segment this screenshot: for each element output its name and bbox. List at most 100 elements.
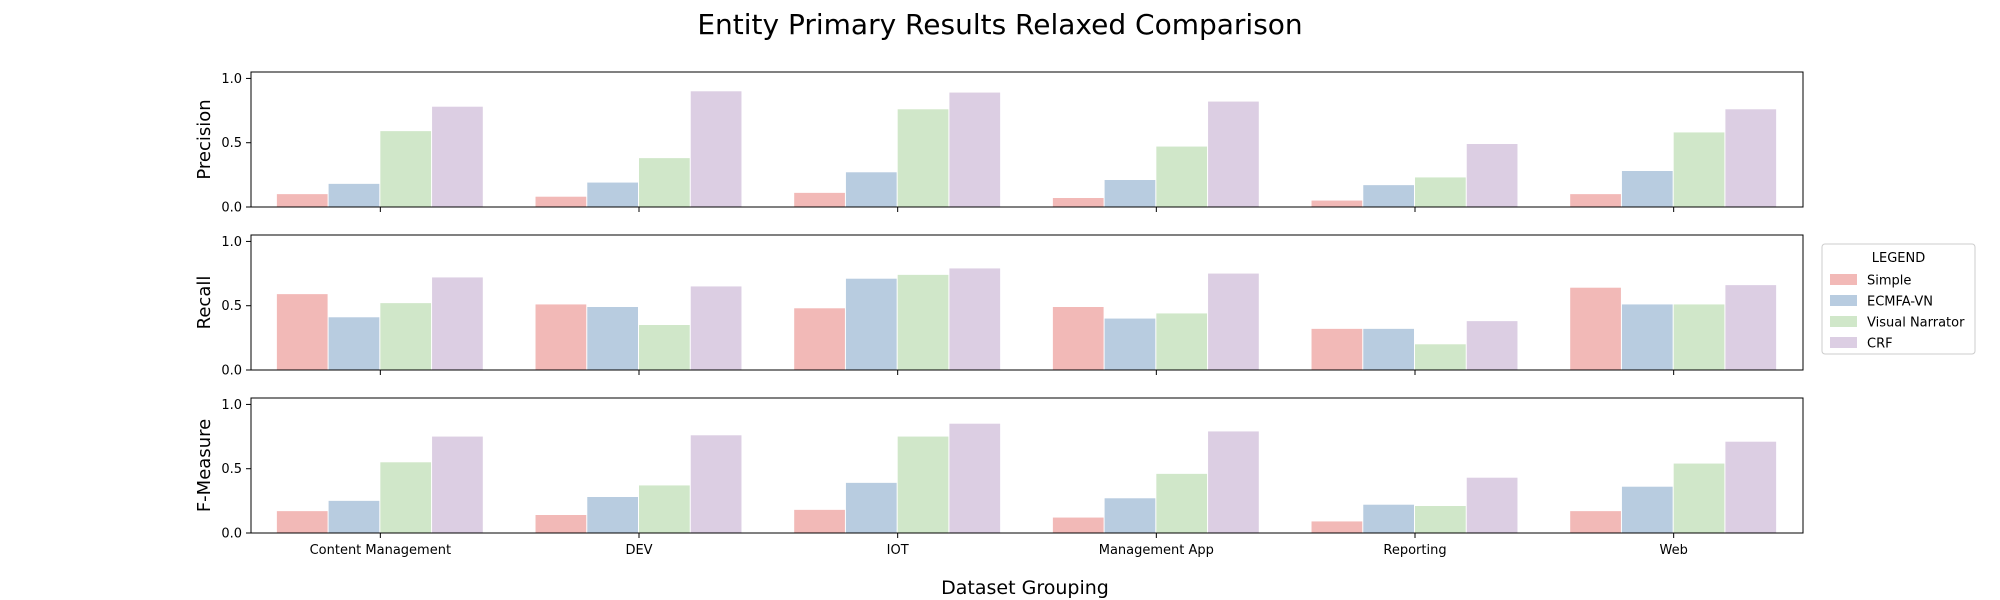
bar-simple-iot xyxy=(794,308,845,370)
x-tick-label: Web xyxy=(1659,543,1687,558)
y-tick-label: 1.0 xyxy=(221,398,242,413)
legend-title: LEGEND xyxy=(1872,251,1925,266)
bar-crf-reporting xyxy=(1466,477,1518,533)
bar-simple-reporting xyxy=(1311,521,1363,533)
bar-ecmfa-vn-iot xyxy=(845,172,897,207)
bar-visual-narrator-web xyxy=(1673,304,1725,370)
bar-simple-content-management xyxy=(276,294,328,370)
bar-visual-narrator-reporting xyxy=(1415,344,1466,370)
bar-ecmfa-vn-web xyxy=(1621,304,1673,370)
x-tick-label: Content Management xyxy=(310,543,451,558)
legend-box xyxy=(1821,243,1976,355)
bar-crf-dev xyxy=(690,435,742,533)
bar-simple-reporting xyxy=(1311,200,1363,207)
bar-simple-web xyxy=(1570,287,1621,370)
bar-visual-narrator-content-management xyxy=(380,462,432,533)
bar-crf-iot xyxy=(949,268,1001,370)
x-tick-label: Management App xyxy=(1099,543,1214,558)
subplot-f-measure: 0.0 0.5 1.0 Content Management DEV IOT Managem… xyxy=(194,397,1804,558)
bar-simple-iot xyxy=(794,509,845,533)
bar-simple-web xyxy=(1570,194,1621,207)
y-tick-label: 0.0 xyxy=(221,201,242,216)
bar-crf-web xyxy=(1725,109,1777,207)
bar-visual-narrator-reporting xyxy=(1415,506,1466,533)
bar-visual-narrator-management-app xyxy=(1156,473,1208,533)
bar-crf-iot xyxy=(949,423,1001,533)
bar-ecmfa-vn-dev xyxy=(587,307,638,370)
x-tick-label: Reporting xyxy=(1383,543,1446,558)
y-axis-label: Precision xyxy=(194,99,215,179)
bar-crf-content-management xyxy=(432,277,483,370)
legend-swatch xyxy=(1830,337,1857,348)
y-tick-label: 0.5 xyxy=(221,136,242,151)
bar-ecmfa-vn-management-app xyxy=(1104,498,1156,533)
chart-title: Entity Primary Results Relaxed Compariso… xyxy=(697,8,1302,41)
bar-crf-content-management xyxy=(432,436,483,533)
bar-visual-narrator-dev xyxy=(639,325,690,370)
bar-ecmfa-vn-content-management xyxy=(328,183,380,207)
y-axis-label: Recall xyxy=(194,276,215,330)
bar-visual-narrator-web xyxy=(1673,463,1725,533)
bar-simple-content-management xyxy=(276,194,328,207)
bar-simple-content-management xyxy=(276,511,328,533)
axes-frame xyxy=(250,397,1804,534)
bar-ecmfa-vn-dev xyxy=(587,497,638,533)
bar-ecmfa-vn-content-management xyxy=(328,317,380,370)
legend-swatch xyxy=(1830,274,1857,285)
bar-ecmfa-vn-reporting xyxy=(1363,185,1414,207)
bar-simple-dev xyxy=(535,515,587,533)
bar-crf-dev xyxy=(690,286,742,370)
bar-visual-narrator-dev xyxy=(639,485,690,533)
y-tick-label: 0.0 xyxy=(221,527,242,542)
bar-crf-management-app xyxy=(1208,431,1259,533)
legend-entry-label: Simple xyxy=(1867,274,1911,289)
legend-entry-label: ECMFA-VN xyxy=(1867,295,1933,310)
bar-crf-reporting xyxy=(1466,144,1518,207)
bar-simple-web xyxy=(1570,511,1621,533)
y-tick-label: 0.5 xyxy=(221,299,242,314)
bar-visual-narrator-content-management xyxy=(380,303,432,370)
bar-simple-iot xyxy=(794,192,845,207)
axes-frame xyxy=(250,234,1804,371)
bar-crf-web xyxy=(1725,285,1777,370)
y-tick-label: 1.0 xyxy=(221,235,242,250)
legend: LEGEND Simple ECMFA-VN Visual Narrator CRF xyxy=(1821,243,1976,355)
y-tick-label: 1.0 xyxy=(221,72,242,87)
bar-ecmfa-vn-reporting xyxy=(1363,504,1414,533)
axes-frame xyxy=(250,71,1804,208)
bar-crf-dev xyxy=(690,91,742,207)
bar-crf-reporting xyxy=(1466,321,1518,370)
bar-visual-narrator-dev xyxy=(639,158,690,207)
y-axis-label: F-Measure xyxy=(194,419,215,512)
legend-swatch xyxy=(1830,316,1857,327)
bar-ecmfa-vn-reporting xyxy=(1363,328,1414,370)
subplot-recall: 0.0 0.5 1.0 Recall xyxy=(194,234,1804,379)
bar-ecmfa-vn-dev xyxy=(587,182,638,207)
bar-visual-narrator-management-app xyxy=(1156,146,1208,207)
bar-simple-dev xyxy=(535,304,587,370)
bar-simple-management-app xyxy=(1052,198,1104,207)
bar-simple-management-app xyxy=(1052,517,1104,533)
bar-visual-narrator-iot xyxy=(897,436,949,533)
subplot-precision: 0.0 0.5 1.0 Precision xyxy=(194,71,1804,216)
bar-visual-narrator-management-app xyxy=(1156,313,1208,370)
x-axis-label: Dataset Grouping xyxy=(941,577,1109,599)
bar-ecmfa-vn-management-app xyxy=(1104,318,1156,370)
bar-simple-dev xyxy=(535,196,587,207)
bar-ecmfa-vn-iot xyxy=(845,482,897,533)
bar-visual-narrator-reporting xyxy=(1415,177,1466,207)
legend-entry-label: CRF xyxy=(1867,337,1893,352)
y-tick-label: 0.0 xyxy=(221,364,242,379)
bar-visual-narrator-iot xyxy=(897,109,949,207)
y-tick-label: 0.5 xyxy=(221,462,242,477)
subplots: 0.0 0.5 1.0 Precision 0.0 0.5 1.0 Recall 0.0 0.5 1… xyxy=(194,71,1804,558)
bar-crf-web xyxy=(1725,441,1777,533)
bar-crf-management-app xyxy=(1208,273,1259,370)
bar-crf-management-app xyxy=(1208,101,1259,207)
bar-crf-iot xyxy=(949,92,1001,207)
bar-crf-content-management xyxy=(432,106,483,207)
bar-ecmfa-vn-management-app xyxy=(1104,180,1156,207)
bar-ecmfa-vn-web xyxy=(1621,486,1673,533)
bar-ecmfa-vn-content-management xyxy=(328,500,380,533)
